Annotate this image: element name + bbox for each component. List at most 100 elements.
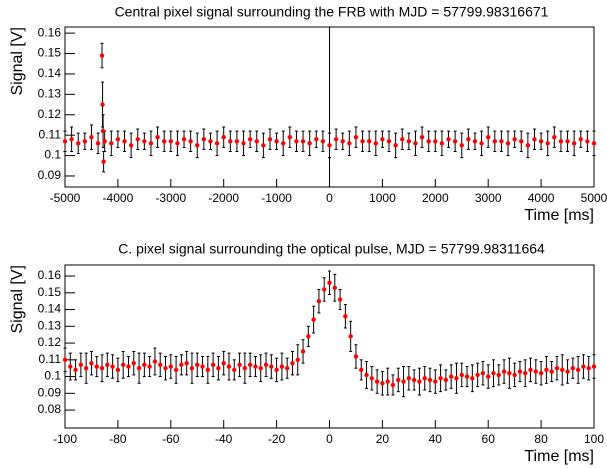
point (528, 367, 533, 373)
point (565, 369, 570, 374)
point (479, 141, 484, 146)
point (480, 371, 486, 376)
point (142, 139, 147, 144)
point (115, 137, 121, 142)
point (152, 359, 158, 364)
x-tick-label: -1000 (261, 191, 292, 205)
point (295, 357, 300, 363)
point (237, 362, 242, 368)
point (226, 364, 232, 369)
y-tick-label: 0.12 (38, 107, 62, 121)
x-axis-label: Time [ms] (524, 448, 594, 465)
point (311, 317, 316, 322)
x-tick-label: 2000 (422, 191, 449, 205)
point (327, 280, 332, 285)
point (287, 135, 293, 140)
point (347, 141, 352, 146)
point (78, 362, 84, 368)
x-tick-label: 0 (326, 432, 333, 446)
point (300, 139, 306, 144)
x-tick-label: 40 (429, 432, 443, 446)
point (340, 139, 345, 144)
point (464, 374, 470, 379)
point (406, 139, 412, 144)
x-tick-label: -2000 (208, 191, 239, 205)
point (486, 374, 491, 379)
y-tick-label: 0.1 (44, 369, 61, 383)
point (261, 143, 266, 148)
point (263, 362, 269, 368)
point (348, 334, 353, 339)
point (232, 367, 237, 373)
point (496, 372, 501, 378)
point (386, 139, 392, 144)
y-tick-label: 0.11 (39, 127, 62, 141)
point (201, 137, 207, 142)
point (327, 143, 332, 148)
point (390, 382, 396, 388)
point (267, 137, 273, 142)
point (545, 141, 550, 146)
point (109, 141, 114, 146)
point (552, 135, 557, 140)
point (279, 364, 285, 369)
point (517, 369, 523, 374)
point (247, 362, 253, 368)
point (406, 376, 412, 381)
point (374, 379, 380, 384)
point (332, 285, 337, 290)
point (380, 137, 385, 142)
point (73, 367, 78, 373)
point (337, 297, 343, 302)
point (258, 365, 263, 371)
y-tick-label: 0.13 (38, 87, 62, 101)
x-tick-label: -40 (215, 432, 233, 446)
point (452, 139, 458, 144)
point (83, 365, 89, 371)
point (155, 135, 160, 140)
point (505, 141, 511, 146)
point (411, 377, 417, 383)
point (439, 141, 445, 146)
point (369, 376, 375, 381)
point (359, 367, 364, 373)
point (158, 362, 163, 368)
point (320, 139, 326, 144)
point (554, 365, 560, 371)
point (241, 141, 246, 146)
x-tick-label: 5000 (581, 191, 607, 205)
point (417, 379, 422, 384)
point (314, 137, 319, 142)
point (274, 367, 279, 373)
point (472, 139, 478, 144)
point (591, 141, 597, 146)
point (499, 139, 504, 144)
point (544, 367, 549, 373)
point (101, 159, 106, 164)
point (247, 137, 253, 142)
point (571, 141, 577, 146)
point (353, 354, 359, 359)
point (142, 362, 147, 368)
point (290, 360, 295, 366)
point (216, 365, 221, 371)
point (343, 314, 348, 319)
y-tick-label: 0.12 (38, 335, 62, 349)
x-tick-label: -60 (162, 432, 180, 446)
x-tick-label: 100 (584, 432, 604, 446)
x-tick-label: 3000 (475, 191, 502, 205)
x-axis-label: Time [ms] (524, 207, 594, 224)
point (115, 367, 121, 373)
point (89, 135, 94, 140)
chart-title: C. pixel signal surrounding the optical … (118, 241, 545, 257)
point (184, 360, 189, 366)
y-axis-label: Signal [V] (9, 265, 26, 333)
x-tick-label: 1000 (369, 191, 396, 205)
point (274, 139, 279, 144)
point (426, 139, 431, 144)
x-tick-label: -100 (53, 432, 77, 446)
point (300, 349, 306, 354)
point (446, 137, 451, 142)
y-tick-label: 0.11 (39, 352, 62, 366)
point (400, 137, 405, 142)
